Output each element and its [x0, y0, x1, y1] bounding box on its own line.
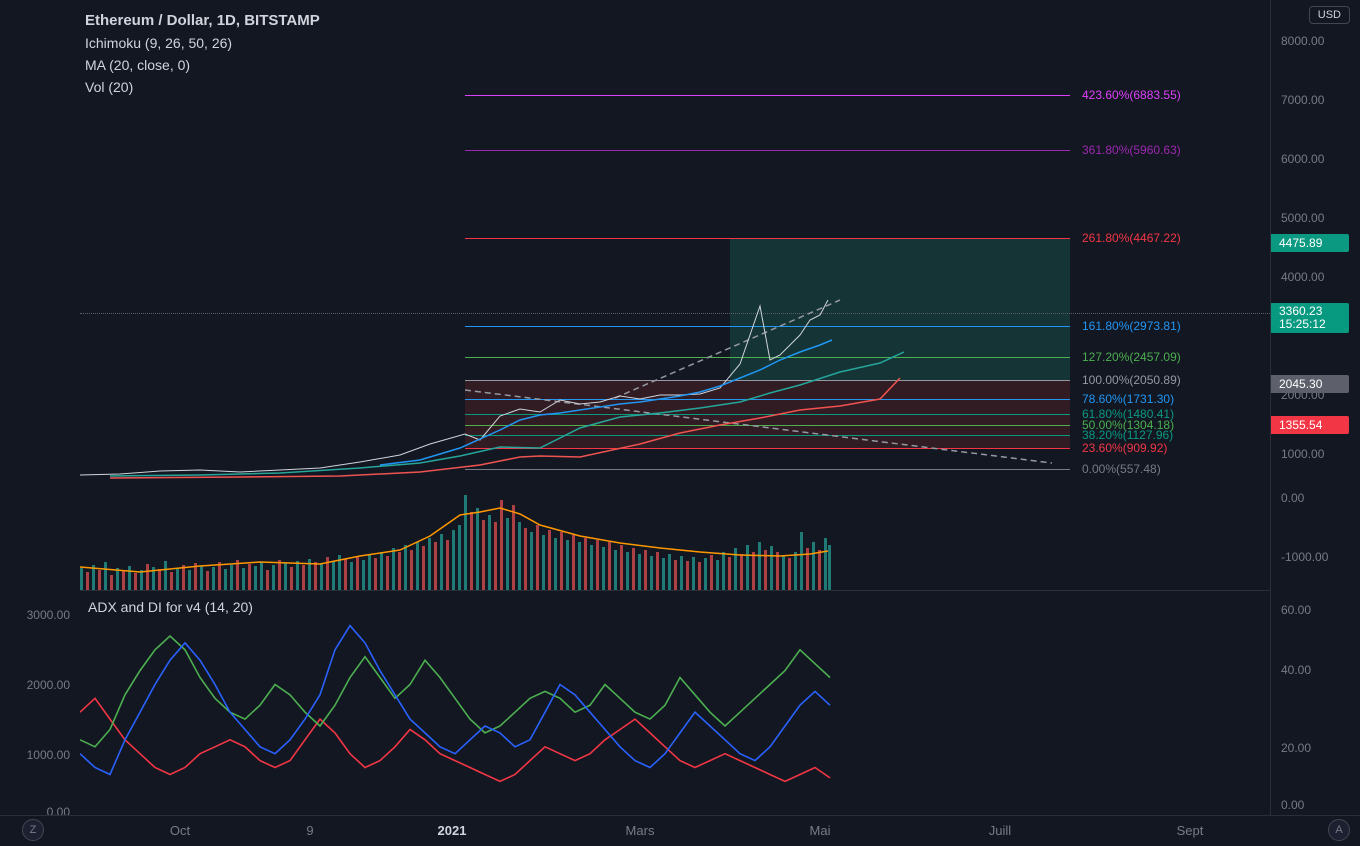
time-tick: Sept [1177, 823, 1204, 838]
time-tick: Mars [626, 823, 655, 838]
price-tick: 40.00 [1281, 663, 1311, 677]
time-tick: 9 [306, 823, 313, 838]
price-tick: 5000.00 [1281, 211, 1324, 225]
price-tick: 6000.00 [1281, 152, 1324, 166]
price-tag: 1355.54 [1271, 416, 1349, 434]
adx-title[interactable]: ADX and DI for v4 (14, 20) [88, 599, 253, 615]
price-tag: 4475.89 [1271, 234, 1349, 252]
adx-left-tick: 2000.00 [27, 678, 70, 692]
price-tag: 3360.2315:25:12 [1271, 303, 1349, 333]
right-price-axis[interactable]: USD 8000.00 7000.00 6000.00 5000.00 4000.00 2… [1270, 0, 1360, 815]
adx-chart-pane[interactable]: ADX and DI for v4 (14, 20) [80, 590, 1270, 815]
auto-button[interactable]: A [1328, 819, 1350, 841]
time-tick: Juill [989, 823, 1011, 838]
adx-left-tick: 3000.00 [27, 608, 70, 622]
price-tick: -1000.00 [1281, 550, 1328, 564]
ma-line [380, 340, 832, 465]
price-tick: 1000.00 [1281, 447, 1324, 461]
indicator-ma[interactable]: MA (20, close, 0) [85, 54, 320, 76]
indicator-vol[interactable]: Vol (20) [85, 76, 320, 98]
price-tick: 20.00 [1281, 741, 1311, 755]
left-price-axis[interactable]: 3000.002000.001000.000.00 [0, 590, 80, 815]
time-tick: 2021 [438, 823, 467, 838]
adx-left-tick: 1000.00 [27, 748, 70, 762]
time-axis[interactable]: Oct 9 2021 Mars Mai Juill Sept [0, 815, 1360, 846]
volume-ma-line [80, 508, 828, 572]
price-tick: 7000.00 [1281, 93, 1324, 107]
price-tag: 2045.30 [1271, 375, 1349, 393]
time-tick: Mai [810, 823, 831, 838]
adx-minus-di [80, 698, 830, 781]
zoom-button[interactable]: Z [22, 819, 44, 841]
adx-line [80, 626, 830, 775]
price-tick: 4000.00 [1281, 270, 1324, 284]
price-tick: 0.00 [1281, 491, 1304, 505]
symbol-info: Ethereum / Dollar, 1D, BITSTAMP Ichimoku… [85, 10, 320, 98]
price-tick: 0.00 [1281, 798, 1304, 812]
price-tick: 8000.00 [1281, 34, 1324, 48]
symbol-title[interactable]: Ethereum / Dollar, 1D, BITSTAMP [85, 10, 320, 32]
currency-badge[interactable]: USD [1309, 6, 1350, 24]
chart-panes[interactable]: 423.60%(6883.55)361.80%(5960.63)261.80%(… [80, 0, 1270, 815]
price-tick: 60.00 [1281, 603, 1311, 617]
indicator-ichimoku[interactable]: Ichimoku (9, 26, 50, 26) [85, 32, 320, 54]
time-tick: Oct [170, 823, 190, 838]
